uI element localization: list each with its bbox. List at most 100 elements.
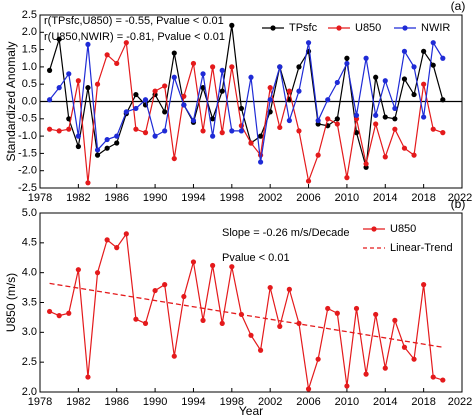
data-point — [171, 155, 177, 162]
data-point — [315, 356, 321, 362]
data-point — [104, 145, 110, 151]
data-point — [401, 344, 408, 350]
legend-label: U850 — [355, 22, 381, 34]
data-point — [373, 311, 379, 318]
data-point — [190, 60, 197, 67]
panel-label: (b) — [451, 197, 466, 211]
data-point — [123, 40, 129, 46]
x-tick-label: 2010 — [335, 192, 359, 204]
data-point — [238, 105, 245, 112]
data-point — [363, 55, 369, 61]
data-point — [171, 353, 177, 359]
data-point — [373, 112, 379, 118]
x-tick-label: 2002 — [258, 192, 282, 204]
data-point — [210, 262, 216, 269]
data-point — [325, 97, 331, 103]
y-tick-label: 3.5 — [22, 296, 37, 308]
data-point — [257, 347, 264, 353]
data-point — [392, 116, 398, 122]
data-point — [229, 64, 235, 70]
data-point — [229, 128, 235, 134]
x-tick-label: 2014 — [373, 396, 397, 408]
data-point — [363, 371, 369, 377]
data-point — [267, 97, 273, 103]
data-point — [382, 78, 388, 84]
data-point — [430, 40, 436, 46]
y-tick-label: 4.0 — [22, 267, 37, 279]
data-point — [353, 305, 360, 312]
data-point — [114, 140, 120, 146]
data-point — [94, 152, 101, 158]
x-axis-label: Year — [239, 404, 263, 417]
x-tick-label: 2022 — [448, 192, 472, 204]
data-point — [353, 112, 360, 118]
data-point — [200, 128, 206, 134]
y-tick-label: -2.0 — [18, 165, 37, 177]
y-tick-label: 1.5 — [22, 44, 37, 56]
data-point — [114, 245, 120, 251]
data-point — [219, 130, 225, 136]
data-point — [104, 237, 110, 243]
data-point — [75, 78, 81, 84]
data-point — [56, 313, 62, 319]
data-point — [162, 109, 168, 115]
data-point — [46, 308, 53, 315]
x-tick-label: 2022 — [448, 396, 472, 408]
data-point — [190, 117, 197, 124]
data-point — [114, 133, 120, 139]
y-axis-label: U850 (m/s) — [4, 273, 18, 332]
data-point — [325, 116, 331, 122]
data-point — [373, 121, 379, 127]
data-point — [66, 126, 72, 132]
data-point — [104, 136, 110, 143]
data-point — [392, 317, 398, 323]
x-tick-label: 1998 — [220, 192, 244, 204]
x-tick-label: 1978 — [28, 192, 52, 204]
data-point — [181, 293, 187, 300]
data-point — [440, 97, 446, 103]
data-point — [152, 287, 158, 294]
data-point — [75, 143, 81, 150]
data-point — [66, 310, 72, 316]
data-point — [210, 133, 216, 139]
data-point — [344, 175, 350, 181]
data-point — [66, 71, 72, 77]
y-tick-label: 2.5 — [22, 9, 37, 21]
legend-marker — [371, 226, 377, 232]
data-point — [334, 121, 340, 127]
legend-marker — [336, 25, 342, 31]
y-tick-label: 2.0 — [22, 386, 37, 398]
data-point — [142, 97, 149, 103]
data-point — [305, 178, 312, 184]
data-point — [382, 154, 388, 160]
data-point — [277, 64, 283, 70]
y-tick-label: 0.5 — [22, 78, 37, 90]
data-point — [46, 67, 53, 73]
y-tick-label: -1.5 — [18, 147, 37, 159]
data-point — [440, 130, 446, 136]
data-point — [46, 126, 53, 132]
annotation: r(U850,NWIR) = -0.81, Pvalue < 0.01 — [44, 31, 225, 43]
data-point — [219, 67, 225, 73]
data-point — [123, 231, 129, 237]
legend-marker — [402, 25, 408, 31]
data-point — [75, 267, 81, 273]
data-point — [353, 130, 360, 136]
data-point — [85, 85, 91, 91]
data-point — [373, 74, 379, 80]
data-point — [56, 36, 62, 42]
x-tick-label: 2006 — [296, 396, 320, 408]
data-point — [296, 88, 302, 94]
data-point — [411, 356, 417, 362]
x-tick-label: 1998 — [220, 396, 244, 408]
x-tick-label: 1986 — [104, 396, 128, 408]
data-point — [200, 317, 206, 323]
data-point — [430, 62, 436, 68]
y-tick-label: 2.5 — [22, 356, 37, 368]
data-point — [190, 259, 197, 265]
data-point — [56, 128, 62, 134]
y-tick-label: 2.0 — [22, 26, 37, 38]
data-point — [219, 320, 225, 326]
annotation: Slope = -0.26 m/s/Decade — [222, 227, 350, 239]
